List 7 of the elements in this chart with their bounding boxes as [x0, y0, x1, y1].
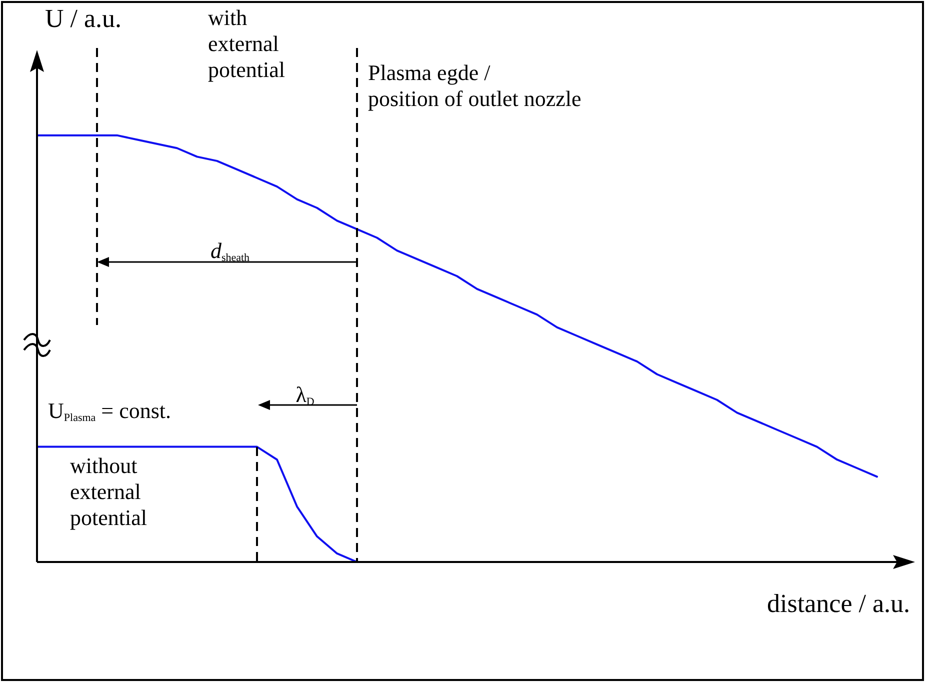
text: Plasma egde / position of outlet nozzle — [368, 60, 582, 112]
annotation: U$_{Plasma}$ = const. — [48, 398, 172, 426]
x-axis-title: distance / a.u. — [766, 589, 910, 619]
y-axis-title: U / a.u. — [45, 4, 122, 34]
annotation: without external potential — [70, 453, 148, 531]
text: with external potential — [208, 5, 286, 83]
annotation: d$_{sheath}$ — [209, 238, 251, 266]
